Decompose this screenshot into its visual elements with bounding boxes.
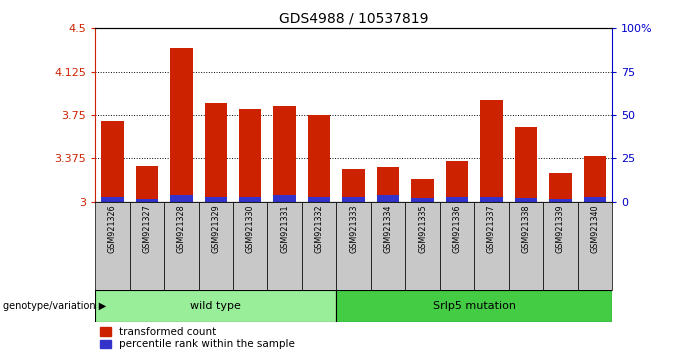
Bar	[480, 197, 503, 202]
Bar	[136, 166, 158, 202]
Bar	[308, 115, 330, 202]
FancyBboxPatch shape	[337, 202, 371, 290]
FancyBboxPatch shape	[543, 202, 577, 290]
FancyBboxPatch shape	[371, 202, 405, 290]
Text: GSM921338: GSM921338	[522, 205, 530, 253]
FancyBboxPatch shape	[474, 202, 509, 290]
Bar	[273, 195, 296, 202]
Text: GSM921333: GSM921333	[349, 205, 358, 253]
Bar	[239, 197, 261, 202]
Bar	[411, 179, 434, 202]
Text: GSM921328: GSM921328	[177, 205, 186, 253]
Bar	[446, 197, 468, 202]
Bar	[515, 127, 537, 202]
Legend: transformed count, percentile rank within the sample: transformed count, percentile rank withi…	[101, 327, 295, 349]
FancyBboxPatch shape	[509, 202, 543, 290]
Text: GSM921337: GSM921337	[487, 205, 496, 253]
FancyBboxPatch shape	[302, 202, 337, 290]
FancyBboxPatch shape	[577, 202, 612, 290]
Text: GSM921326: GSM921326	[108, 205, 117, 253]
Text: GSM921336: GSM921336	[452, 205, 462, 253]
Bar	[377, 195, 399, 202]
Bar	[583, 155, 606, 202]
Bar	[343, 197, 364, 202]
Bar	[101, 196, 124, 202]
FancyBboxPatch shape	[164, 202, 199, 290]
Text: GSM921334: GSM921334	[384, 205, 392, 253]
FancyBboxPatch shape	[405, 202, 440, 290]
Text: GSM921331: GSM921331	[280, 205, 289, 253]
Bar	[583, 197, 606, 202]
Bar	[273, 106, 296, 202]
Text: GSM921339: GSM921339	[556, 205, 565, 253]
Text: GSM921329: GSM921329	[211, 205, 220, 253]
Bar	[308, 197, 330, 202]
Bar	[170, 195, 192, 202]
FancyBboxPatch shape	[440, 202, 474, 290]
Bar	[480, 100, 503, 202]
Bar	[343, 170, 364, 202]
FancyBboxPatch shape	[199, 202, 233, 290]
Bar	[136, 199, 158, 202]
Bar	[549, 199, 571, 202]
Bar	[205, 196, 227, 202]
Text: GSM921332: GSM921332	[315, 205, 324, 253]
FancyBboxPatch shape	[267, 202, 302, 290]
Text: GSM921327: GSM921327	[142, 205, 152, 253]
Text: wild type: wild type	[190, 301, 241, 311]
Text: GSM921340: GSM921340	[590, 205, 599, 253]
FancyBboxPatch shape	[95, 202, 130, 290]
Bar	[515, 198, 537, 202]
FancyBboxPatch shape	[130, 202, 164, 290]
Text: genotype/variation ▶: genotype/variation ▶	[3, 301, 107, 311]
FancyBboxPatch shape	[95, 290, 337, 322]
Bar	[101, 121, 124, 202]
Text: GSM921335: GSM921335	[418, 205, 427, 253]
Bar	[549, 173, 571, 202]
Text: GSM921330: GSM921330	[245, 205, 255, 253]
FancyBboxPatch shape	[233, 202, 267, 290]
Bar	[377, 167, 399, 202]
Bar	[170, 48, 192, 202]
Bar	[411, 198, 434, 202]
Bar	[239, 109, 261, 202]
Title: GDS4988 / 10537819: GDS4988 / 10537819	[279, 12, 428, 26]
Bar	[205, 103, 227, 202]
Text: Srlp5 mutation: Srlp5 mutation	[432, 301, 515, 311]
Bar	[446, 161, 468, 202]
FancyBboxPatch shape	[337, 290, 612, 322]
